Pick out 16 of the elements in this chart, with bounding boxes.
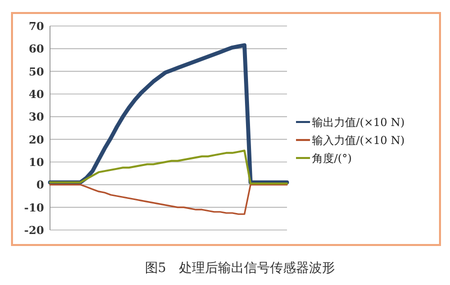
y-tick-label: 70: [28, 20, 44, 33]
line-series: [49, 184, 288, 215]
y-tick-label: 20: [28, 133, 44, 146]
y-tick-label: -20: [24, 224, 44, 237]
legend-label: 角度/(°): [312, 152, 352, 165]
caption: 图5 处理后输出信号传感器波形: [144, 261, 336, 276]
y-tick-label: 0: [36, 178, 44, 192]
y-tick-label: 40: [28, 88, 44, 101]
legend-label: 输出力值/(×10 N): [312, 116, 405, 129]
y-tick-label: 60: [28, 42, 44, 56]
y-tick-label: 10: [28, 156, 44, 169]
y-tick-label: 50: [28, 65, 44, 78]
line-series: [49, 150, 288, 185]
y-tick-label: 30: [28, 110, 44, 124]
legend-label: 输入力值/(×10 N): [312, 134, 405, 147]
y-tick-label: -10: [24, 201, 44, 214]
